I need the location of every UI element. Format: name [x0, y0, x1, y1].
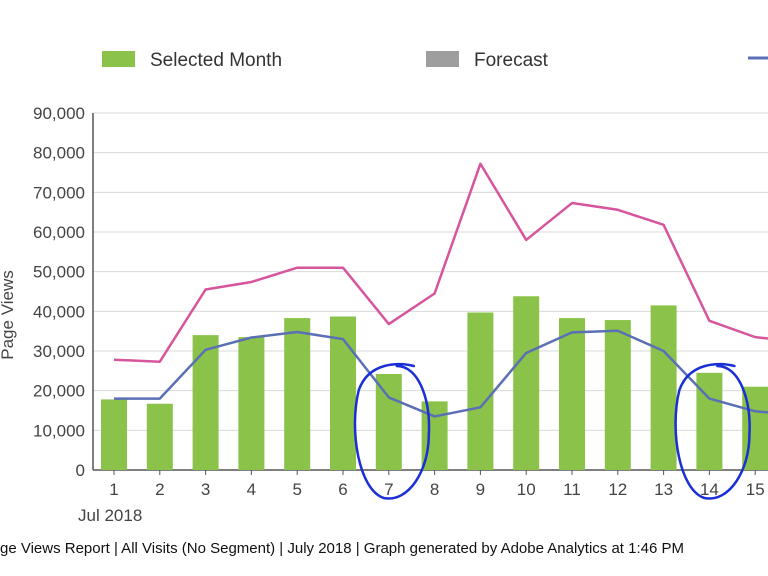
- line-series-2: [114, 329, 768, 418]
- y-tick-label: 70,000: [33, 183, 85, 202]
- y-axis-title: Page Views: [0, 270, 17, 359]
- x-tick-label: 6: [338, 480, 347, 499]
- y-tick-label: 0: [76, 461, 85, 480]
- y-tick-label: 40,000: [33, 302, 85, 321]
- x-tick-label: 5: [292, 480, 301, 499]
- bar-10: [513, 296, 540, 470]
- bar-2: [146, 403, 173, 470]
- legend-label: Forecast: [474, 50, 549, 71]
- bar-9: [467, 312, 494, 470]
- x-tick-label: 8: [430, 480, 439, 499]
- legend-swatch: [426, 51, 459, 67]
- bar-13: [650, 305, 677, 470]
- x-tick-label: 3: [201, 480, 210, 499]
- x-tick-label: 15: [746, 480, 765, 499]
- annotations: [353, 362, 751, 500]
- x-tick-label: 14: [700, 480, 719, 499]
- x-tick-label: 12: [608, 480, 627, 499]
- series-lines: [113, 162, 768, 418]
- bar-11: [559, 318, 585, 470]
- annotation-circle-day-7: [353, 362, 431, 500]
- x-axis-month-label: Jul 2018: [78, 506, 142, 525]
- bar-12: [604, 320, 631, 470]
- annotation-circle-day-14: [674, 362, 751, 500]
- bars: [101, 296, 768, 470]
- legend: Selected Month Forecast: [102, 50, 768, 71]
- x-tick-label: 11: [563, 480, 581, 499]
- y-tick-label: 50,000: [33, 263, 85, 282]
- bar-7: [375, 374, 402, 470]
- x-tick-label: 1: [109, 480, 118, 499]
- x-tick-label: 9: [476, 480, 485, 499]
- x-tick-label: 2: [155, 480, 164, 499]
- line-series-1: [113, 162, 768, 363]
- legend-label: Selected Month: [150, 50, 282, 71]
- legend-swatch: [102, 51, 135, 67]
- y-tick-label: 80,000: [33, 144, 85, 163]
- bar-5: [284, 318, 311, 470]
- chart-footer: ge Views Report | All Visits (No Segment…: [0, 540, 684, 557]
- x-tick-label: 10: [517, 480, 536, 499]
- y-axis: 0 10,000 20,000 30,000 40,000 50,000 60,000 70,…: [33, 104, 94, 480]
- x-tick-label: 13: [654, 480, 673, 499]
- x-tick-label: 4: [247, 480, 256, 499]
- x-tick-label: 7: [384, 480, 393, 499]
- y-tick-label: 30,000: [33, 342, 85, 361]
- y-tick-label: 60,000: [33, 223, 85, 242]
- x-axis: 1 2 3 4 5 6 7 8 9 10 11 12 13 14 15: [109, 470, 765, 499]
- bar-3: [192, 335, 219, 470]
- y-tick-label: 90,000: [33, 104, 85, 123]
- y-tick-label: 20,000: [33, 382, 85, 401]
- y-tick-label: 10,000: [33, 421, 85, 440]
- bar-6: [330, 316, 356, 470]
- bar-1: [101, 399, 127, 470]
- bar-4: [238, 337, 265, 470]
